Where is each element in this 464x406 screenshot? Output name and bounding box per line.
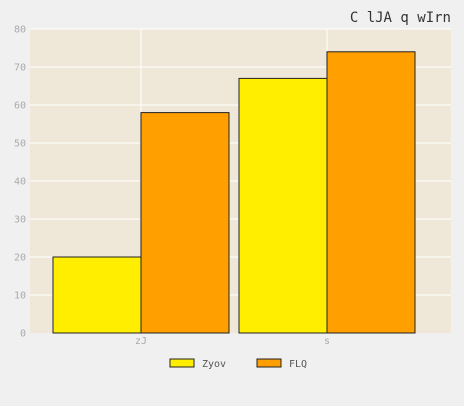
legend: Zyov FLQ	[169, 358, 307, 370]
chart-title: C lJA q wIrn	[350, 10, 451, 26]
y-tick-label: 10	[14, 291, 26, 302]
x-tick-label: zJ	[135, 336, 147, 347]
legend-label: FLQ	[289, 359, 307, 370]
x-axis-ticks: zJ s	[135, 336, 330, 347]
bar-zJ-1	[140, 112, 230, 334]
bar-zJ-0	[52, 256, 142, 334]
y-tick-label: 20	[14, 253, 26, 264]
y-tick-label: 40	[14, 177, 26, 188]
bars	[52, 51, 416, 334]
y-tick-label: 70	[14, 63, 26, 74]
legend-label: Zyov	[202, 359, 226, 370]
legend-swatch	[256, 358, 282, 368]
legend-swatch	[169, 358, 195, 368]
y-axis-ticks: 0 10 20 30 40 50 60 70 80	[14, 25, 26, 340]
bar-s-0	[238, 77, 328, 334]
y-tick-label: 30	[14, 215, 26, 226]
x-tick-label: s	[324, 336, 330, 347]
y-tick-label: 80	[14, 25, 26, 36]
y-tick-label: 0	[20, 329, 26, 340]
y-tick-label: 60	[14, 101, 26, 112]
bar-s-1	[326, 51, 416, 334]
y-tick-label: 50	[14, 139, 26, 150]
